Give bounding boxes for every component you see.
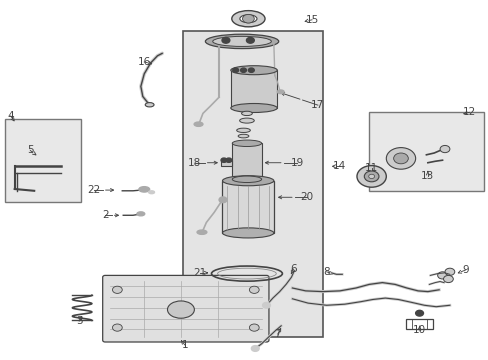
Bar [5, 119, 81, 202]
Text: 21: 21 [192, 268, 206, 278]
Circle shape [249, 324, 259, 331]
Ellipse shape [231, 10, 264, 27]
Circle shape [356, 166, 386, 187]
Circle shape [221, 158, 226, 162]
Ellipse shape [222, 176, 273, 186]
Circle shape [368, 174, 374, 179]
Ellipse shape [222, 228, 273, 238]
Text: 18: 18 [187, 158, 201, 168]
Text: 2: 2 [102, 210, 108, 220]
Ellipse shape [241, 111, 252, 116]
Text: 22: 22 [87, 185, 101, 195]
Ellipse shape [239, 15, 257, 23]
Text: 15: 15 [305, 15, 318, 25]
Circle shape [240, 68, 246, 72]
Text: 14: 14 [332, 161, 346, 171]
Circle shape [443, 275, 452, 283]
Bar [232, 143, 261, 179]
Text: 17: 17 [310, 100, 324, 110]
Circle shape [112, 286, 122, 293]
Circle shape [393, 153, 407, 164]
Circle shape [222, 37, 229, 43]
Ellipse shape [230, 66, 277, 75]
Circle shape [262, 302, 270, 308]
Ellipse shape [232, 176, 261, 183]
Ellipse shape [277, 90, 284, 94]
Text: 16: 16 [137, 57, 151, 67]
Text: 6: 6 [289, 264, 296, 274]
Ellipse shape [139, 187, 149, 192]
Ellipse shape [236, 128, 250, 132]
Text: 1: 1 [181, 340, 188, 350]
Circle shape [364, 171, 378, 182]
Text: 19: 19 [290, 158, 304, 168]
Text: 5: 5 [27, 145, 34, 156]
Text: 12: 12 [462, 107, 475, 117]
Text: 9: 9 [461, 265, 468, 275]
Bar [183, 31, 322, 337]
Ellipse shape [230, 104, 277, 112]
Bar [405, 319, 432, 329]
Text: 11: 11 [364, 163, 378, 174]
Ellipse shape [145, 103, 154, 107]
Circle shape [251, 346, 259, 351]
Text: 4: 4 [7, 111, 14, 121]
Ellipse shape [197, 230, 206, 234]
Ellipse shape [239, 118, 254, 123]
Ellipse shape [212, 36, 271, 46]
Ellipse shape [194, 122, 203, 126]
Circle shape [219, 197, 226, 203]
Circle shape [225, 158, 231, 162]
Circle shape [386, 148, 415, 169]
Bar [368, 112, 483, 191]
Circle shape [232, 68, 238, 72]
Circle shape [415, 310, 423, 316]
Text: 20: 20 [300, 192, 313, 202]
Circle shape [242, 14, 254, 23]
Bar [221, 160, 231, 166]
Text: 3: 3 [76, 316, 82, 326]
Ellipse shape [137, 212, 144, 216]
Text: 7: 7 [274, 329, 281, 339]
Circle shape [112, 324, 122, 331]
Ellipse shape [148, 191, 154, 194]
Text: 13: 13 [420, 171, 434, 181]
Bar [230, 70, 277, 108]
Ellipse shape [232, 140, 261, 147]
Ellipse shape [205, 34, 278, 49]
Circle shape [444, 268, 454, 275]
Bar [222, 181, 273, 233]
Ellipse shape [167, 301, 194, 318]
Circle shape [439, 145, 449, 153]
Ellipse shape [238, 134, 248, 138]
Circle shape [249, 286, 259, 293]
FancyBboxPatch shape [102, 275, 268, 342]
Circle shape [248, 68, 254, 72]
Text: 8: 8 [323, 267, 329, 277]
Text: 10: 10 [412, 325, 425, 336]
Circle shape [437, 272, 447, 279]
Circle shape [246, 37, 254, 43]
